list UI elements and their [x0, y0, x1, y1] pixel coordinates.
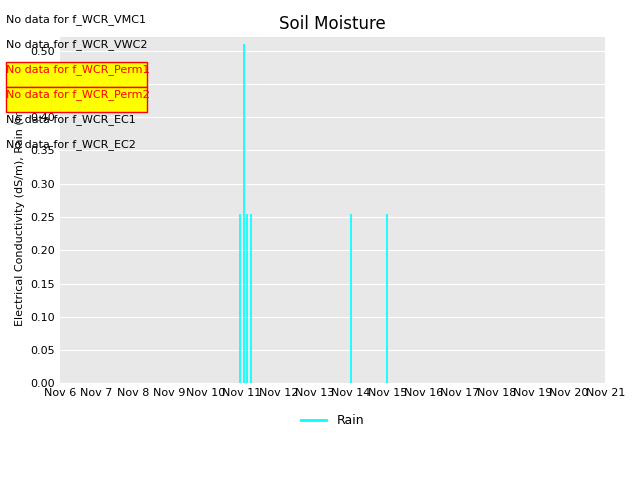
Text: No data for f_WCR_EC2: No data for f_WCR_EC2	[6, 139, 136, 150]
Text: No data for f_WCR_EC1: No data for f_WCR_EC1	[6, 114, 136, 125]
Y-axis label: Electrical Conductivity (dS/m), Rain (mm): Electrical Conductivity (dS/m), Rain (mm…	[15, 95, 25, 326]
Text: No data for f_WCR_VMC1: No data for f_WCR_VMC1	[6, 14, 147, 25]
Text: No data for f_WCR_VWC2: No data for f_WCR_VWC2	[6, 39, 148, 50]
Title: Soil Moisture: Soil Moisture	[280, 15, 386, 33]
Legend: Rain: Rain	[296, 409, 369, 432]
Text: No data for f_WCR_Perm2: No data for f_WCR_Perm2	[6, 89, 150, 100]
Text: No data for f_WCR_Perm2: No data for f_WCR_Perm2	[6, 89, 150, 100]
Text: No data for f_WCR_Perm1: No data for f_WCR_Perm1	[6, 64, 150, 75]
Text: No data for f_WCR_Perm1: No data for f_WCR_Perm1	[6, 64, 150, 75]
